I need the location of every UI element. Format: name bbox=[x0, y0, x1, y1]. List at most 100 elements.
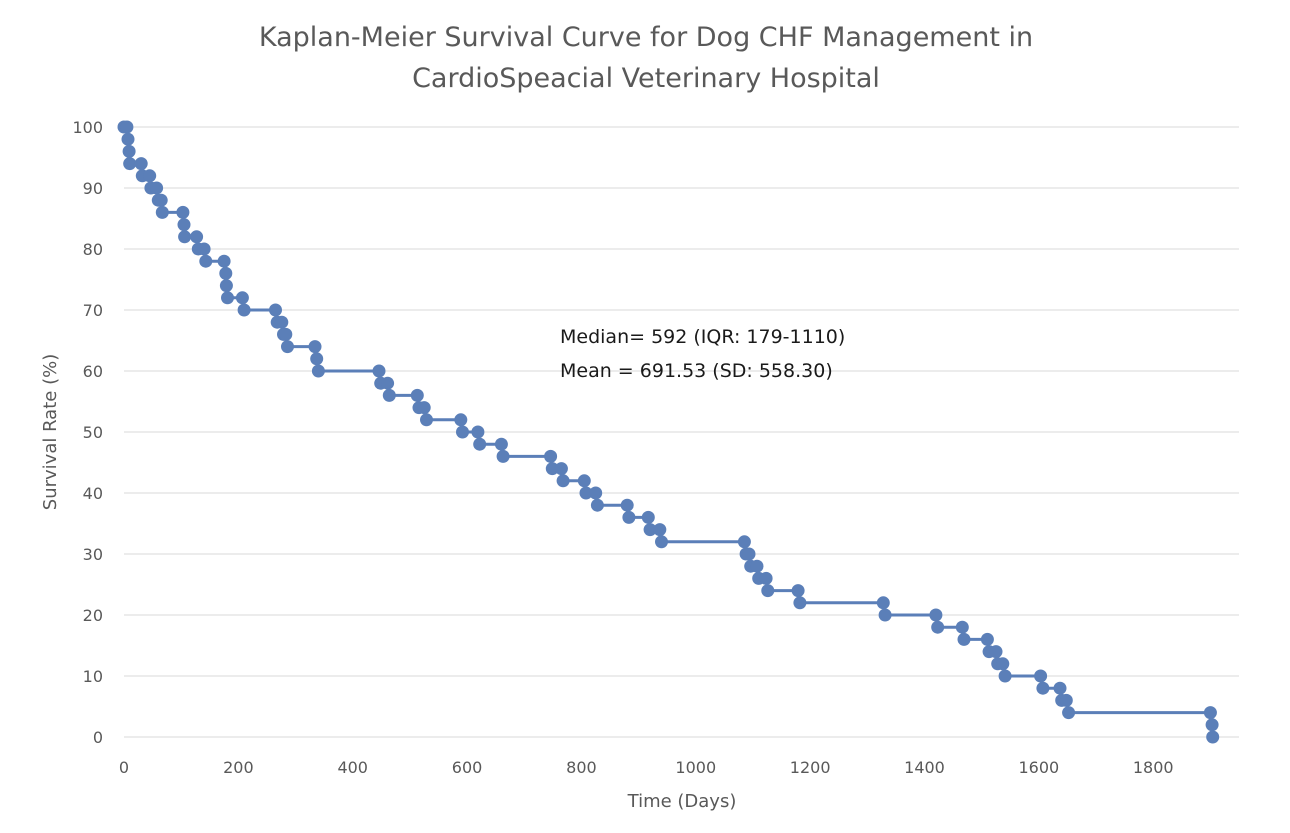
y-tick-label: 60 bbox=[83, 362, 103, 381]
x-tick-label: 800 bbox=[566, 758, 597, 777]
survival-point bbox=[929, 608, 943, 622]
survival-point bbox=[496, 449, 510, 463]
survival-point bbox=[590, 498, 604, 512]
survival-point bbox=[381, 376, 395, 390]
survival-point bbox=[454, 413, 468, 427]
survival-point bbox=[420, 413, 433, 427]
survival-point bbox=[793, 596, 807, 610]
y-axis-ticks: 0 10 20 30 40 50 60 70 80 90 100 bbox=[72, 118, 103, 747]
survival-point bbox=[221, 291, 234, 305]
survival-point bbox=[737, 535, 751, 549]
survival-point bbox=[876, 596, 890, 610]
survival-point bbox=[456, 425, 469, 439]
x-axis-ticks: 0 200 400 600 800 1000 1200 1400 1600 1800 bbox=[119, 758, 1174, 777]
survival-point bbox=[382, 388, 396, 402]
survival-point bbox=[410, 388, 424, 402]
survival-point bbox=[980, 632, 994, 646]
x-tick-label: 1800 bbox=[1133, 758, 1174, 777]
mean-annotation: Mean = 691.53 (SD: 558.30) bbox=[560, 360, 833, 382]
x-tick-label: 1200 bbox=[790, 758, 831, 777]
survival-point bbox=[996, 657, 1010, 671]
survival-point bbox=[372, 364, 386, 378]
survival-point bbox=[1206, 730, 1220, 744]
y-tick-label: 30 bbox=[83, 545, 103, 564]
survival-point bbox=[417, 401, 431, 415]
survival-point bbox=[177, 218, 191, 232]
y-tick-label: 20 bbox=[83, 606, 103, 625]
survival-point bbox=[957, 632, 971, 646]
survival-point bbox=[641, 510, 655, 524]
y-tick-label: 0 bbox=[93, 728, 103, 747]
survival-point bbox=[150, 181, 164, 195]
y-tick-label: 10 bbox=[83, 667, 103, 686]
survival-point bbox=[134, 157, 148, 171]
survival-point bbox=[1036, 681, 1050, 695]
survival-point bbox=[955, 620, 969, 634]
survival-point bbox=[791, 584, 805, 598]
survival-point bbox=[122, 144, 136, 158]
survival-point bbox=[556, 474, 570, 488]
x-axis-label: Time (Days) bbox=[627, 791, 737, 812]
survival-point bbox=[620, 498, 634, 512]
y-tick-label: 50 bbox=[83, 423, 103, 442]
survival-point bbox=[155, 205, 169, 219]
x-tick-label: 200 bbox=[223, 758, 254, 777]
survival-point bbox=[123, 157, 137, 171]
y-tick-label: 70 bbox=[83, 301, 103, 320]
survival-point bbox=[989, 645, 1003, 659]
survival-point bbox=[311, 364, 325, 378]
survival-point bbox=[554, 462, 568, 476]
survival-point bbox=[544, 449, 558, 463]
y-tick-label: 40 bbox=[83, 484, 103, 503]
survival-point bbox=[176, 205, 190, 219]
survival-point bbox=[761, 584, 775, 598]
survival-point bbox=[655, 535, 668, 549]
survival-point bbox=[759, 571, 773, 585]
survival-point bbox=[473, 437, 487, 451]
survival-point bbox=[269, 303, 282, 317]
survival-point bbox=[1034, 669, 1048, 683]
x-tick-label: 0 bbox=[119, 758, 129, 777]
survival-point bbox=[310, 352, 324, 366]
survival-point bbox=[219, 266, 233, 280]
survival-point bbox=[154, 193, 168, 207]
chart-title-line-1: Kaplan-Meier Survival Curve for Dog CHF … bbox=[259, 22, 1033, 53]
x-tick-label: 400 bbox=[337, 758, 368, 777]
gridlines bbox=[124, 126, 1239, 738]
x-tick-label: 1600 bbox=[1019, 758, 1060, 777]
y-tick-label: 100 bbox=[72, 118, 103, 137]
survival-point bbox=[998, 669, 1012, 683]
survival-point bbox=[1053, 681, 1067, 695]
survival-point bbox=[742, 547, 756, 561]
survival-point bbox=[120, 120, 134, 134]
survival-point bbox=[121, 132, 135, 146]
x-tick-label: 1400 bbox=[904, 758, 945, 777]
survival-point bbox=[275, 315, 289, 329]
survival-point bbox=[219, 279, 233, 293]
survival-series bbox=[117, 120, 1220, 744]
survival-point bbox=[1059, 693, 1073, 707]
survival-point bbox=[471, 425, 485, 439]
survival-point bbox=[931, 620, 945, 634]
survival-point bbox=[143, 169, 157, 183]
survival-point bbox=[197, 242, 211, 256]
survival-point bbox=[279, 327, 293, 341]
survival-point bbox=[750, 559, 764, 573]
survival-point bbox=[281, 340, 294, 354]
chart-title-line-2: CardioSpeacial Veterinary Hospital bbox=[412, 63, 880, 94]
survival-point bbox=[643, 523, 657, 537]
survival-point bbox=[1203, 706, 1217, 720]
survival-point bbox=[190, 230, 204, 244]
survival-point bbox=[235, 291, 249, 305]
survival-point bbox=[308, 340, 322, 354]
y-tick-label: 80 bbox=[83, 240, 103, 259]
survival-point bbox=[653, 523, 667, 537]
survival-point bbox=[1205, 718, 1219, 732]
y-axis-label: Survival Rate (%) bbox=[40, 354, 61, 510]
survival-point bbox=[494, 437, 508, 451]
survival-point bbox=[217, 254, 231, 268]
survival-point bbox=[577, 474, 591, 488]
survival-point bbox=[1062, 706, 1076, 720]
survival-point bbox=[237, 303, 251, 317]
